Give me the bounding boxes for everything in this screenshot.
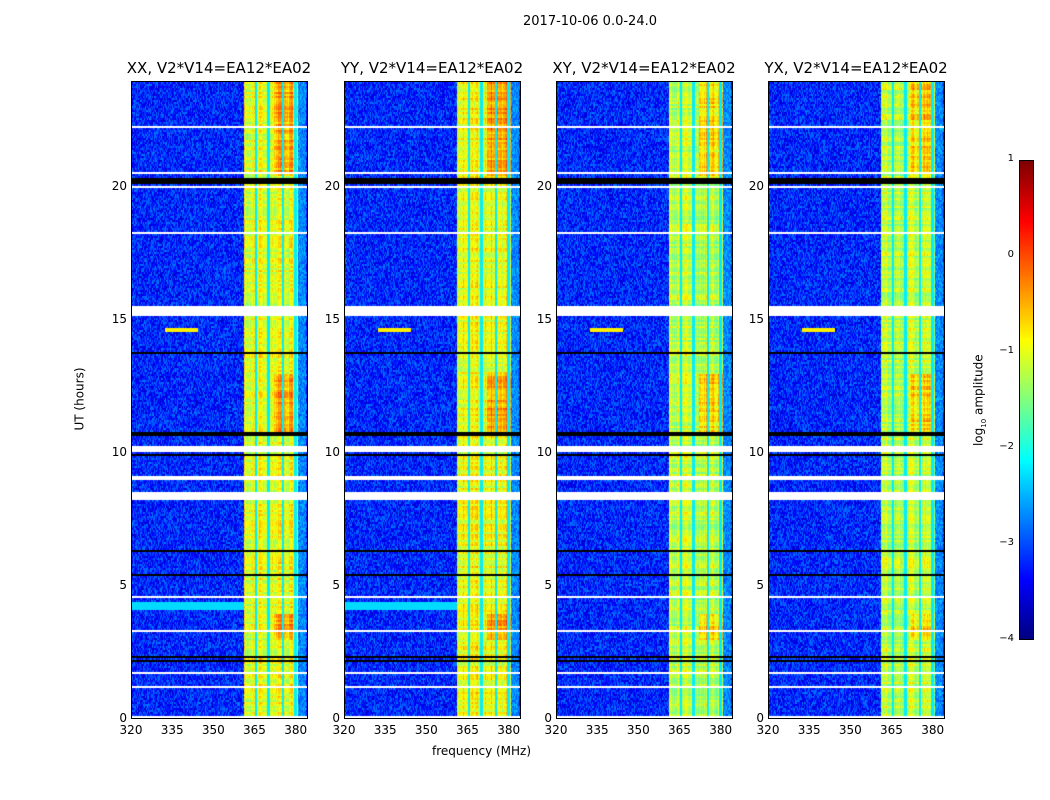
y-tick-label: 0 [756,711,764,725]
x-tick-label: 335 [160,723,184,737]
y-tick-label: 5 [544,578,552,593]
y-tick-label: 5 [756,578,764,593]
y-tick-label: 15 [324,312,340,327]
colorbar-tick-label: −4 [999,633,1014,644]
y-tick-label: 20 [324,179,340,194]
x-tick-label: 380 [284,723,308,737]
x-tick-label: 350 [201,723,225,737]
colorbar-tick-label: 0 [1007,249,1014,260]
x-tick-label: 350 [626,723,650,737]
colorbar-tick-label: −2 [999,441,1014,452]
x-tick-label: 350 [838,723,862,737]
x-tick-label: 350 [414,723,438,737]
y-tick-label: 10 [748,445,764,460]
spectrogram-panel [344,81,521,719]
colorbar-tick-label: 1 [1007,153,1014,164]
x-tick-label: 380 [709,723,733,737]
colorbar-gradient [1020,161,1033,639]
spectrogram-heatmap [769,82,944,718]
y-tick-label: 15 [111,312,127,327]
x-tick-label: 365 [880,723,903,737]
y-tick-label: 0 [332,711,340,725]
x-tick-label: 365 [456,723,479,737]
colorbar-label: log10 amplitude [971,354,989,447]
y-tick-label: 20 [111,179,127,194]
colorbar-tick-label: −1 [999,345,1014,356]
panel-title: XX, V2*V14=EA12*EA02 [126,59,312,77]
spectrogram-heatmap [132,82,307,718]
spectrogram-panel [556,81,733,719]
y-axis-label: UT (hours) [72,367,87,431]
y-tick-label: 10 [111,445,127,460]
y-tick-label: 5 [332,578,340,593]
x-tick-label: 320 [756,723,780,737]
x-tick-label: 365 [243,723,266,737]
x-tick-label: 335 [797,723,821,737]
figure-title: 2017-10-06 0.0-24.0 [523,14,657,29]
x-tick-label: 380 [497,723,521,737]
x-tick-label: 320 [544,723,568,737]
y-tick-label: 0 [544,711,552,725]
spectrogram-panel [768,81,945,719]
panel-title: YX, V2*V14=EA12*EA02 [764,59,948,77]
x-tick-label: 320 [119,723,143,737]
y-tick-label: 10 [536,445,552,460]
panel-title: XY, V2*V14=EA12*EA02 [552,59,736,77]
spectrogram-panel [131,81,308,719]
y-tick-label: 15 [536,312,552,327]
x-axis-label: frequency (MHz) [432,744,532,758]
x-tick-label: 335 [585,723,609,737]
y-tick-label: 20 [536,179,552,194]
panel-title: YY, V2*V14=EA12*EA02 [340,59,524,77]
y-tick-label: 0 [119,711,127,725]
spectrogram-heatmap [557,82,732,718]
y-tick-label: 15 [748,312,764,327]
y-tick-label: 10 [324,445,340,460]
x-tick-label: 365 [668,723,691,737]
x-tick-label: 380 [921,723,945,737]
y-tick-label: 5 [119,578,127,593]
colorbar-tick-label: −3 [999,537,1014,548]
y-tick-label: 20 [748,179,764,194]
x-tick-label: 320 [332,723,356,737]
x-tick-label: 335 [373,723,397,737]
colorbar [1019,160,1034,640]
spectrogram-heatmap [345,82,520,718]
